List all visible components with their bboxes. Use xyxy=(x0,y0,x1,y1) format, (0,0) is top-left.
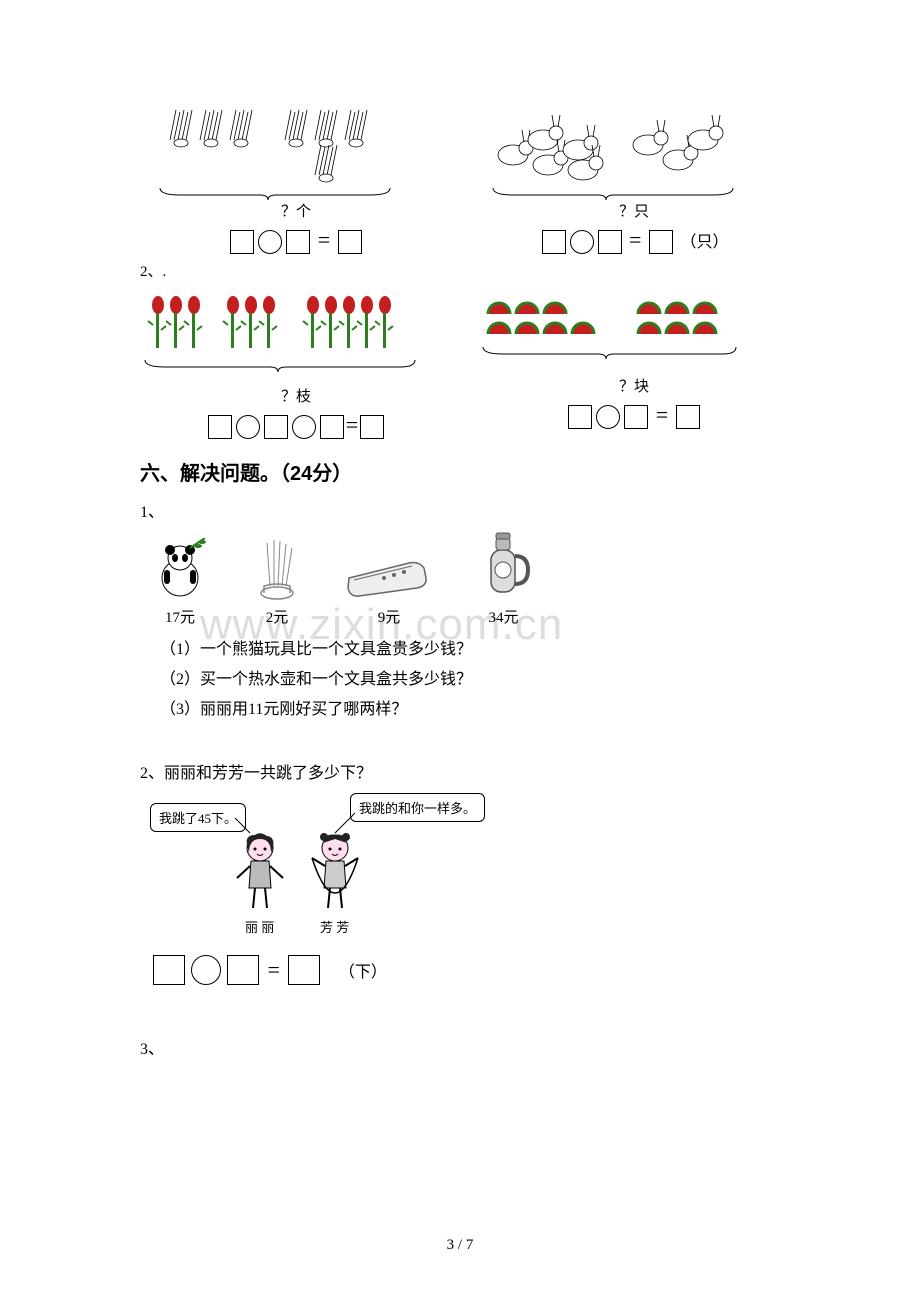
shop-items: 17元 2元 9元 34元 xyxy=(150,530,790,627)
unit-label: ？只 xyxy=(478,200,790,221)
q2-label: 2、. xyxy=(140,260,790,281)
q6-3-label: 3、 xyxy=(140,1035,790,1059)
price: 17元 xyxy=(150,606,210,627)
rose-group-icon xyxy=(140,295,420,385)
q5-1-left: ？个 = xyxy=(140,100,452,254)
item-panda: 17元 xyxy=(150,538,210,627)
q6-2-label: 2、丽丽和芳芳一共跳了多少下？ xyxy=(140,759,790,783)
q6-1-3: （3）丽丽用11元刚好买了哪两样？ xyxy=(160,695,790,719)
equation-template: = xyxy=(140,412,452,439)
watermelon-group-icon xyxy=(478,295,738,375)
price: 9元 xyxy=(344,606,434,627)
equation-template: = xyxy=(478,402,790,429)
equation-template: = （只） xyxy=(478,227,790,254)
price: 34元 xyxy=(476,606,531,627)
unit-label: ？个 xyxy=(140,200,452,221)
brush-icon xyxy=(252,538,302,602)
item-pencilbox: 9元 xyxy=(344,538,434,627)
equation-template: = xyxy=(140,227,452,254)
section6-heading: 六、解决问题。（24分） xyxy=(140,457,790,486)
item-bottle: 34元 xyxy=(476,530,531,627)
unit-label: ？枝 xyxy=(140,385,452,406)
item-brush: 2元 xyxy=(252,538,302,627)
unit-label: ？块 xyxy=(478,375,790,396)
q5-2-right: ？块 = xyxy=(478,295,790,439)
q6-1-1: （1）一个熊猫玩具比一个文具盒贵多少钱？ xyxy=(160,635,790,659)
rabbit-group-icon xyxy=(478,100,738,200)
girls-icon xyxy=(150,793,470,943)
pencilbox-icon xyxy=(344,538,434,602)
name-right: 芳 芳 xyxy=(320,917,349,936)
panda-icon xyxy=(150,538,210,602)
price: 2元 xyxy=(252,606,302,627)
q6-1-2: （2）买一个热水壶和一个文具盒共多少钱？ xyxy=(160,665,790,689)
q5-2-left: ？枝 = xyxy=(140,295,452,439)
shuttlecock-group-icon xyxy=(140,100,400,200)
q6-1-label: 1、 xyxy=(140,498,790,522)
equation-q2: = （下） xyxy=(150,955,790,985)
bottle-icon xyxy=(476,530,531,602)
q5-1-right: ？只 = （只） xyxy=(478,100,790,254)
jump-scene: 我跳了45下。 我跳的和你一样多。 xyxy=(150,793,790,943)
page-footer: 3 / 7 xyxy=(0,1237,920,1254)
name-left: 丽 丽 xyxy=(245,917,274,936)
